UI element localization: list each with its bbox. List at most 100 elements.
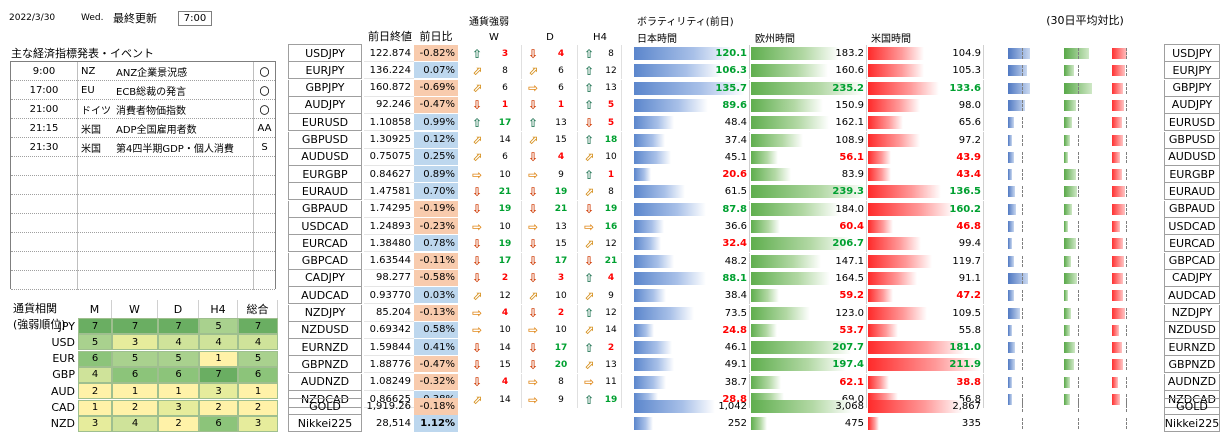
avg-bar [1112, 65, 1125, 77]
arrow-up-right-icon: ⬀ [583, 236, 595, 251]
vol-jp-bar [634, 323, 655, 337]
arrow-down-icon: ⇩ [527, 46, 539, 61]
arrow-up-icon: ⇧ [583, 81, 595, 96]
avg-bar [1008, 169, 1012, 181]
pair-label-right: EURUSD [1164, 114, 1220, 132]
strength-cell: ⇨ 9 [522, 391, 578, 408]
corr-cell: 7 [112, 318, 158, 334]
other-vol-jp: 252 [634, 415, 750, 432]
arrow-down-icon: ⇩ [527, 236, 539, 251]
strength-cell: ⬀ 6 [466, 79, 522, 97]
vol-jp-bar [634, 168, 651, 182]
avg-marker [1126, 376, 1127, 388]
corr-cell: 5 [199, 318, 238, 334]
strength-cell: ⇩ 1 [466, 96, 522, 114]
vol-eu-bar [751, 168, 792, 182]
pair-label: EURJPY [288, 62, 362, 80]
arrow-right-icon: ⇨ [527, 375, 539, 390]
vol-eu-value: 162.1 [835, 117, 864, 129]
event-mark: 〇 [253, 100, 275, 119]
strength-cell: ⇩ 5 [578, 114, 622, 132]
strength-cell: ⇧ 5 [578, 96, 622, 114]
pair-close: 1.10858 [364, 114, 414, 132]
pair-label: CADJPY [288, 269, 362, 287]
avg-group [1112, 97, 1156, 114]
strength-rank: 19 [604, 204, 618, 215]
avg-bar [1112, 48, 1127, 59]
strength-cell: ⇧ 3 [466, 45, 522, 62]
avg-group [1112, 374, 1156, 391]
corr-cell: 1 [78, 399, 112, 416]
strength-cell: ⇧ 1 [578, 166, 622, 184]
pair-change: 0.99% [414, 114, 458, 132]
vol-eu-value: 59.2 [839, 290, 864, 302]
vol-eu: 184.0 [751, 200, 867, 218]
avg-bar [1064, 203, 1072, 215]
corr-cell: 6 [199, 415, 238, 432]
corr-cell: 3 [158, 399, 199, 416]
vol-us-bar [868, 81, 940, 95]
strength-rank: 19 [554, 186, 568, 197]
strength-rank: 14 [499, 394, 511, 405]
avg-marker [1022, 151, 1023, 163]
strength-rank: 6 [502, 152, 508, 163]
strength-rank: 13 [555, 221, 567, 232]
vol-jp: 48.2 [634, 252, 750, 270]
pair-label: USDCAD [288, 218, 362, 235]
corr-currency: CAD [51, 401, 75, 414]
avg-bar [1064, 307, 1071, 319]
avg-cell [1008, 287, 1158, 304]
vol-jp: 38.4 [634, 287, 750, 305]
event-time: 21:15 [29, 123, 59, 134]
event-name: ECB総裁の発言 [116, 87, 187, 98]
vol-jp-value: 24.8 [722, 324, 747, 336]
pair-label: GBPCAD [288, 252, 362, 270]
vol-eu: 206.7 [751, 235, 867, 253]
corr-cell: 3 [199, 383, 238, 400]
avg-group [1112, 149, 1156, 166]
avg-group [1112, 201, 1156, 218]
vol-us-bar [868, 237, 922, 251]
vol-us-value: 105.3 [952, 65, 981, 77]
avg-marker [1022, 394, 1023, 405]
vol-eu: 183.2 [751, 45, 867, 62]
other-avg-cell [1008, 415, 1158, 432]
corr-cell: 4 [199, 334, 238, 351]
strength-cell: ⇩ 4 [522, 45, 578, 62]
vol-jp-bar [634, 98, 708, 112]
vol-us-value: 91.1 [958, 272, 981, 284]
avg-marker [1022, 65, 1023, 77]
vol-us-value: 133.6 [949, 82, 981, 94]
avg-cell [1008, 149, 1158, 166]
arrow-up-right-icon: ⬀ [527, 63, 539, 78]
avg-marker [1078, 342, 1079, 354]
arrow-up-right-icon: ⬀ [583, 150, 595, 165]
vol-jp-bar [634, 375, 666, 389]
vol-us: 104.9 [868, 45, 984, 62]
event-row: 9:00 NZ ANZ企業景況感 〇 [11, 62, 275, 81]
other-vol-jp-bar [634, 400, 715, 413]
vol-eu: 83.9 [751, 166, 867, 184]
arrow-up-icon: ⇧ [583, 133, 595, 147]
weekday-text: Wed. [81, 13, 104, 23]
arrow-up-right-icon: ⬀ [527, 288, 539, 303]
strength-cell: ⇧ 12 [578, 304, 622, 322]
avg-cell [1008, 253, 1158, 270]
vol-jp: 88.1 [634, 269, 750, 287]
event-row [11, 252, 275, 271]
avg-marker [1126, 359, 1127, 371]
event-row: 21:15 米国 ADP全国雇用者数 AA [11, 119, 275, 138]
strength-rank: 12 [605, 238, 617, 249]
avg-bar [1112, 359, 1123, 371]
vol-us-bar [868, 341, 965, 355]
vol-us: 211.9 [868, 356, 984, 374]
pair-label: EURNZD [288, 339, 362, 357]
vol-us-bar [868, 254, 933, 268]
arrow-down-icon: ⇩ [583, 254, 595, 269]
vol-eu-bar [751, 237, 851, 251]
strength-cell: ⇧ 17 [466, 114, 522, 132]
event-country [77, 271, 113, 290]
strength-rank: 21 [498, 186, 512, 197]
avg-marker [1078, 82, 1079, 94]
vol-eu-bar [751, 202, 840, 216]
